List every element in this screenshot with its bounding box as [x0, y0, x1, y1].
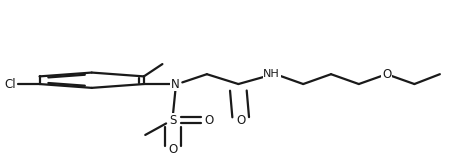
Text: N: N	[171, 77, 180, 91]
Text: O: O	[168, 143, 178, 156]
Text: O: O	[236, 115, 245, 127]
Text: S: S	[169, 114, 177, 127]
Text: O: O	[382, 68, 391, 81]
Text: NH: NH	[263, 69, 280, 79]
Text: O: O	[204, 114, 213, 127]
Text: Cl: Cl	[4, 77, 16, 91]
